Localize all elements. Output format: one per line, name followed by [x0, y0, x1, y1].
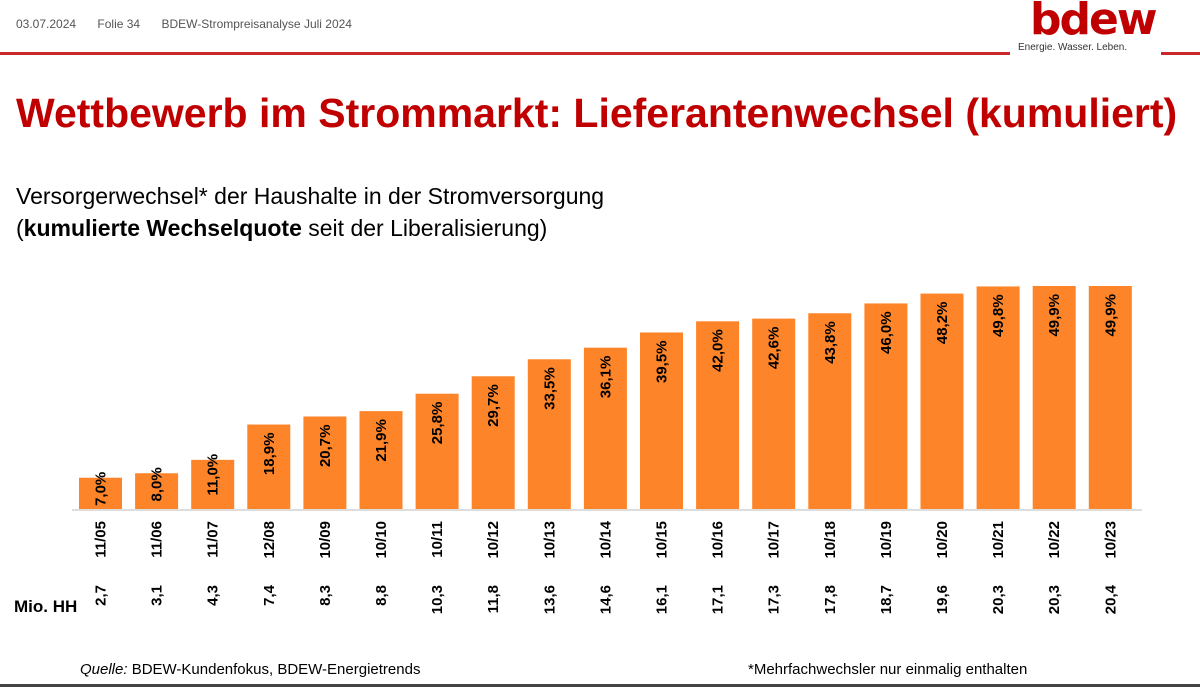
- value-label: 46,0%: [878, 311, 895, 354]
- value-label: 21,9%: [373, 419, 390, 462]
- source-note: Quelle: BDEW-Kundenfokus, BDEW-Energietr…: [80, 661, 420, 678]
- source-label: Quelle:: [80, 661, 128, 678]
- bar: [247, 424, 291, 509]
- page-title: Wettbewerb im Strommarkt: Lieferantenwec…: [16, 90, 1178, 136]
- x-tick-label: 10/14: [597, 520, 614, 558]
- bar: [1088, 286, 1132, 509]
- subtitle-paren: (: [16, 215, 24, 241]
- bar: [359, 411, 403, 509]
- value-label: 49,9%: [1102, 294, 1119, 337]
- bar: [527, 359, 571, 509]
- bar: [864, 303, 908, 509]
- footnote: *Mehrfachwechsler nur einmalig enthalten: [748, 661, 1028, 678]
- x-tick-label: 10/09: [317, 521, 334, 559]
- households-value: 4,3: [205, 585, 222, 606]
- bar: [920, 293, 964, 509]
- households-row-label: Mio. HH: [14, 597, 77, 616]
- value-label: 48,2%: [934, 302, 951, 345]
- value-label: 42,0%: [710, 329, 727, 372]
- households-value: 17,3: [766, 585, 783, 614]
- value-label: 20,7%: [317, 424, 334, 467]
- header-rule-right: [1161, 52, 1200, 55]
- subtitle-rest: seit der Liberalisierung): [301, 215, 548, 241]
- households-value: 11,8: [485, 585, 502, 613]
- header-date: 03.07.2024: [16, 17, 77, 31]
- x-tick-label: 10/23: [1102, 521, 1119, 559]
- bar: [79, 477, 122, 509]
- value-label: 11,0%: [205, 454, 222, 496]
- value-label: 18,9%: [261, 433, 278, 476]
- x-tick-label: 11/06: [149, 521, 166, 558]
- value-label: 49,9%: [1046, 294, 1063, 337]
- bar: [808, 313, 852, 509]
- subtitle-line1: Versorgerwechsel* der Haushalte in der S…: [16, 183, 605, 209]
- x-tick-label: 10/16: [710, 521, 727, 559]
- value-label: 39,5%: [654, 340, 671, 383]
- chart-subtitle: Versorgerwechsel* der Haushalte in der S…: [16, 180, 604, 244]
- households-value: 17,1: [710, 585, 727, 614]
- households-value: 8,3: [317, 585, 334, 606]
- bar: [191, 459, 235, 509]
- value-label: 36,1%: [597, 356, 614, 399]
- x-tick-label: 10/20: [934, 521, 951, 559]
- x-tick-label: 10/21: [990, 521, 1007, 559]
- value-label: 25,8%: [429, 402, 446, 445]
- x-tick-label: 12/08: [261, 521, 278, 559]
- x-tick-label: 10/11: [429, 521, 446, 558]
- households-value: 17,8: [822, 585, 839, 614]
- households-value: 2,7: [93, 585, 110, 606]
- households-value: 20,3: [990, 585, 1007, 614]
- households-value: 7,4: [261, 584, 278, 606]
- value-label: 7,0%: [93, 472, 110, 506]
- value-label: 33,5%: [541, 367, 558, 410]
- households-value: 20,4: [1102, 584, 1119, 614]
- households-value: 8,8: [373, 585, 390, 606]
- x-tick-label: 10/15: [654, 521, 671, 559]
- bar: [976, 286, 1020, 509]
- x-tick-label: 10/19: [878, 521, 895, 559]
- x-tick-label: 11/07: [205, 521, 222, 558]
- value-label: 29,7%: [485, 384, 502, 427]
- households-value: 16,1: [654, 585, 671, 614]
- x-tick-label: 10/10: [373, 521, 390, 559]
- value-label: 49,8%: [990, 294, 1007, 337]
- households-value: 13,6: [541, 585, 558, 614]
- households-value: 10,3: [429, 585, 446, 614]
- bar: [135, 473, 179, 509]
- header-slide: Folie 34: [97, 17, 141, 31]
- x-tick-label: 10/13: [541, 521, 558, 559]
- subtitle-bold: kumulierte Wechselquote: [23, 215, 302, 241]
- footer-rule: [0, 684, 1200, 687]
- header-doc: BDEW-Strompreisanalyse Juli 2024: [161, 17, 352, 31]
- x-tick-label: 11/05: [93, 521, 110, 558]
- x-tick-label: 10/18: [822, 521, 839, 559]
- x-tick-label: 10/12: [485, 521, 502, 559]
- bar: [303, 416, 347, 509]
- bar: [583, 347, 627, 509]
- header-rule: [0, 52, 1010, 55]
- bar: [1032, 286, 1076, 509]
- bar: [640, 332, 683, 509]
- x-tick-label: 10/22: [1046, 521, 1063, 559]
- value-label: 43,8%: [822, 321, 839, 364]
- households-value: 19,6: [934, 585, 951, 614]
- bar: [471, 376, 515, 509]
- households-value: 18,7: [878, 585, 895, 614]
- value-label: 42,6%: [766, 327, 783, 370]
- bar: [752, 318, 796, 509]
- logo-tagline: Energie. Wasser. Leben.: [1018, 42, 1128, 53]
- value-label: 8,0%: [149, 467, 166, 501]
- x-tick-label: 10/17: [766, 521, 783, 559]
- households-value: 14,6: [597, 585, 614, 614]
- slide-header: 03.07.2024 Folie 34 BDEW-Strompreisanaly…: [16, 17, 370, 31]
- households-value: 20,3: [1046, 585, 1063, 614]
- bdew-logo: bdew: [1030, 0, 1157, 45]
- bar: [415, 393, 459, 509]
- bar: [696, 321, 740, 509]
- households-value: 3,1: [149, 585, 166, 606]
- source-text: BDEW-Kundenfokus, BDEW-Energietrends: [127, 661, 421, 678]
